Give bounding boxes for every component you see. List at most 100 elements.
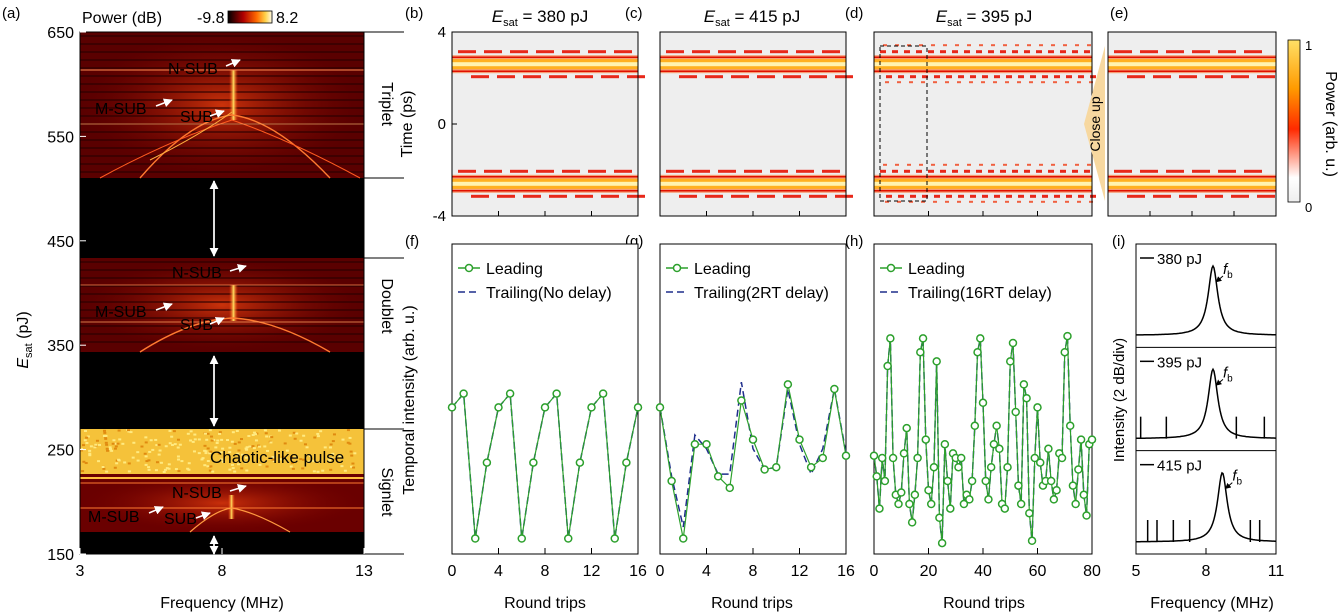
noise-speck xyxy=(176,446,180,449)
sideband-dash xyxy=(497,75,515,79)
sideband-dash xyxy=(958,75,964,79)
noise-speck xyxy=(162,470,166,473)
noise-speck xyxy=(293,456,297,459)
noise-speck xyxy=(270,436,274,439)
sideband-dot xyxy=(991,163,995,166)
point-leading xyxy=(1063,331,1072,341)
point-leading xyxy=(517,534,526,543)
sideband-dash xyxy=(970,75,976,79)
sideband-dash xyxy=(575,75,593,79)
sideband-dot xyxy=(943,44,947,47)
sideband-dash xyxy=(705,75,723,79)
noise-speck xyxy=(252,447,256,450)
noise-speck xyxy=(231,467,235,470)
sideband-dot xyxy=(1039,163,1043,166)
sideband-dash xyxy=(744,50,762,54)
noise-speck xyxy=(155,444,159,447)
noise-speck xyxy=(203,432,207,435)
noise-speck xyxy=(265,435,269,438)
sideband-dash xyxy=(1042,75,1048,79)
heatmap-e xyxy=(1107,31,1277,217)
ylabel-a: Esat (pJ) xyxy=(15,311,35,368)
sideband-dot xyxy=(895,163,899,166)
noise-speck xyxy=(272,459,276,462)
noise-speck xyxy=(245,448,249,451)
pulse-core xyxy=(660,62,846,67)
noise-speck xyxy=(235,430,239,433)
noise-speck xyxy=(177,470,181,473)
noise-speck xyxy=(217,452,221,455)
noise-speck xyxy=(80,449,84,452)
point-leading xyxy=(973,347,982,357)
noise-speck xyxy=(143,452,147,455)
sideband-dash xyxy=(523,194,541,198)
plot-f: 0 4 8 12 16 Leading Trailing(No delay) xyxy=(448,243,647,580)
point-leading xyxy=(959,499,969,509)
sideband-dash xyxy=(523,75,541,79)
noise-speck xyxy=(114,442,118,445)
noise-speck xyxy=(180,460,184,463)
xtick-label-a: 3 xyxy=(76,563,85,580)
point-leading xyxy=(1074,465,1083,474)
sideband-dash xyxy=(916,50,922,54)
sideband-dash xyxy=(757,75,775,79)
heatmap-d xyxy=(873,31,1096,217)
sideband-dash xyxy=(934,75,940,79)
point-leading xyxy=(1033,403,1042,412)
point-leading xyxy=(924,485,933,495)
noise-speck xyxy=(245,469,249,472)
noise-speck xyxy=(167,467,171,470)
noise-speck xyxy=(278,458,282,461)
sideband-dot xyxy=(981,200,985,203)
point-leading xyxy=(875,504,884,513)
sideband-dash xyxy=(458,169,476,173)
sideband-dash xyxy=(880,169,886,173)
sideband-dash xyxy=(510,169,528,173)
sideband-dash xyxy=(1114,50,1132,54)
noise-speck xyxy=(136,451,140,454)
pulse-core xyxy=(452,181,638,186)
noise-speck xyxy=(151,448,155,451)
noise-speck xyxy=(277,429,281,432)
legend-label-trailing: Trailing(16RT delay) xyxy=(908,285,1052,302)
noise-speck xyxy=(204,452,208,455)
noise-speck xyxy=(101,466,105,469)
noise-speck xyxy=(303,443,307,446)
series-label-i: 395 pJ xyxy=(1157,354,1202,371)
sideband-dash xyxy=(1153,75,1171,79)
sideband-dash xyxy=(1078,75,1084,79)
pulse-core xyxy=(874,62,1092,67)
sideband-dash xyxy=(575,194,593,198)
spectrum-curve xyxy=(1136,264,1276,336)
sideband-dash xyxy=(796,169,814,173)
noise-speck xyxy=(108,446,112,449)
sideband-dash xyxy=(1192,169,1210,173)
xtick-label-i: 8 xyxy=(1202,563,1211,580)
svg-text:SUB: SUB xyxy=(180,317,213,334)
point-leading xyxy=(1076,435,1086,444)
point-leading xyxy=(795,435,804,444)
noise-speck xyxy=(148,450,152,453)
noise-speck xyxy=(189,439,193,442)
fb-label: fb xyxy=(1232,468,1242,488)
point-leading xyxy=(1014,481,1023,490)
noise-speck xyxy=(176,438,180,441)
sideband-dash xyxy=(1060,50,1066,54)
noise-speck xyxy=(111,442,115,445)
point-leading xyxy=(587,403,596,412)
noise-speck xyxy=(118,438,122,441)
point-leading xyxy=(880,476,890,486)
noise-speck xyxy=(218,432,222,435)
noise-speck xyxy=(233,470,237,473)
fb-label: fb xyxy=(1223,364,1233,384)
sideband-dash xyxy=(1166,50,1184,54)
noise-speck xyxy=(208,452,212,455)
sideband-dot xyxy=(1063,163,1067,166)
sideband-dot xyxy=(1003,163,1007,166)
noise-speck xyxy=(163,468,167,471)
noise-speck xyxy=(159,461,163,464)
heatmap-b: 4 0 -4 xyxy=(433,24,645,225)
point-leading xyxy=(940,439,950,449)
sideband-dash xyxy=(958,194,964,198)
sideband-dash xyxy=(1030,75,1036,79)
